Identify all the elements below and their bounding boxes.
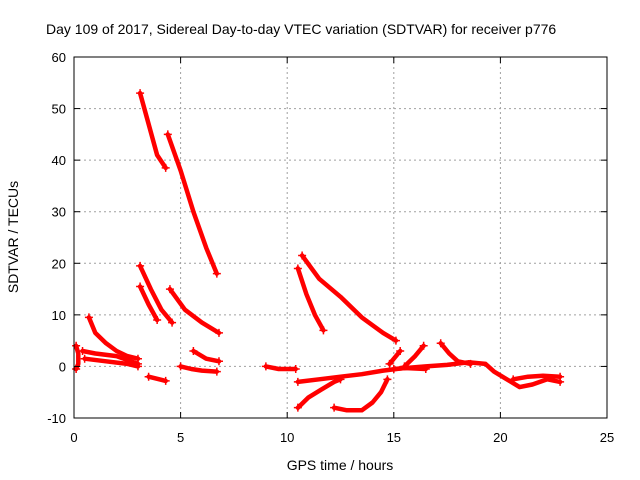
series-arc-06 (86, 315, 141, 361)
series-arc-02 (165, 132, 220, 276)
y-tick-label: 30 (52, 205, 66, 220)
y-tick-label: -10 (47, 411, 66, 426)
x-tick-label: 10 (280, 430, 294, 445)
x-tick-label: 25 (600, 430, 614, 445)
series-endpoint-marker (144, 372, 153, 381)
data-traces (72, 89, 565, 413)
series-endpoint-marker (153, 316, 162, 325)
y-tick-label: 60 (52, 50, 66, 65)
series-endpoint-marker (391, 336, 400, 345)
y-tick-label: 40 (52, 153, 66, 168)
series-endpoint-marker (336, 375, 345, 384)
series-endpoint-marker (436, 339, 445, 348)
series-endpoint-marker (214, 357, 223, 366)
series-arc-04 (137, 284, 160, 323)
x-tick-label: 20 (493, 430, 507, 445)
y-tick-label: 50 (52, 102, 66, 117)
series-endpoint-marker (383, 375, 392, 384)
series-endpoint-marker (161, 163, 170, 172)
series-endpoint-marker (293, 264, 302, 273)
gridlines (74, 57, 607, 418)
series-endpoint-marker (293, 377, 302, 386)
series-endpoint-marker (136, 261, 145, 270)
series-arc-13 (263, 364, 298, 372)
series-endpoint-marker (319, 326, 328, 335)
axis-ticks: 0 5 10 15 20 25 -10 0 10 20 30 40 50 60 (47, 50, 614, 445)
series-arc-15 (299, 253, 399, 343)
series-endpoint-marker (84, 313, 93, 322)
series-endpoint-marker (556, 372, 565, 381)
series-arc-20 (387, 348, 403, 367)
series-arc-12 (191, 348, 222, 364)
series-arc-09 (82, 356, 141, 369)
chart-title: Day 109 of 2017, Sidereal Day-to-day VTE… (46, 21, 556, 37)
y-axis-label: SDTVAR / TECUs (5, 181, 21, 293)
series-endpoint-marker (385, 359, 394, 368)
series-endpoint-marker (176, 362, 185, 371)
series-arc-05 (167, 286, 222, 336)
y-tick-label: 20 (52, 256, 66, 271)
series-arc-01 (137, 90, 168, 171)
series-arc-18 (331, 377, 390, 413)
series-endpoint-marker (163, 130, 172, 139)
series-endpoint-marker (396, 346, 405, 355)
series-endpoint-marker (298, 251, 307, 260)
x-tick-label: 5 (177, 430, 184, 445)
series-endpoint-marker (72, 341, 81, 350)
x-tick-label: 15 (387, 430, 401, 445)
series-endpoint-marker (136, 282, 145, 291)
series-endpoint-marker (80, 354, 89, 363)
series-arc-14 (295, 266, 326, 333)
series-endpoint-marker (161, 376, 170, 385)
series-endpoint-marker (214, 328, 223, 337)
series-endpoint-marker (509, 375, 518, 384)
series-endpoint-marker (330, 403, 339, 412)
series-arc-03 (137, 263, 175, 325)
series-endpoint-marker (133, 362, 142, 371)
series-endpoint-marker (136, 89, 145, 98)
series-arc-19 (402, 343, 426, 369)
series-endpoint-marker (212, 269, 221, 278)
series-endpoint-marker (165, 285, 174, 294)
series-endpoint-marker (389, 365, 398, 374)
series-endpoint-marker (419, 341, 428, 350)
series-arc-11 (178, 364, 220, 374)
series-arc-23 (510, 373, 563, 382)
series-endpoint-marker (293, 403, 302, 412)
x-tick-label: 0 (70, 430, 77, 445)
series-endpoint-marker (261, 362, 270, 371)
series-arc-07 (80, 348, 141, 367)
y-tick-label: 0 (59, 359, 66, 374)
plot-frame (73, 56, 608, 419)
series-endpoint-marker (168, 318, 177, 327)
x-axis-label: GPS time / hours (287, 457, 394, 473)
series-arc-22 (391, 360, 563, 390)
series-endpoint-marker (291, 365, 300, 374)
series-arc-17 (295, 377, 343, 410)
y-tick-label: 10 (52, 308, 66, 323)
series-endpoint-marker (212, 367, 221, 376)
series-endpoint-marker (189, 346, 198, 355)
